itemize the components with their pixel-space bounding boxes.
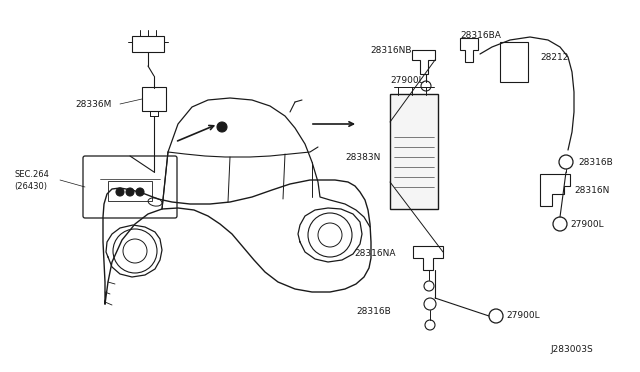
Text: 28316NA: 28316NA (354, 250, 396, 259)
Bar (500, 42, 528, 82)
Text: 28316N: 28316N (574, 186, 609, 195)
Bar (390, 94, 438, 209)
Bar (108, 181, 152, 201)
Text: 28383N: 28383N (345, 153, 380, 161)
Text: 28212: 28212 (540, 52, 568, 61)
Text: 28316B: 28316B (356, 308, 391, 317)
Text: 27900L: 27900L (570, 219, 604, 228)
Text: 28316B: 28316B (578, 157, 612, 167)
Text: J283003S: J283003S (550, 346, 593, 355)
Text: 28316BA: 28316BA (460, 31, 501, 39)
Text: (26430): (26430) (14, 182, 47, 190)
Circle shape (136, 188, 144, 196)
Text: 28336M: 28336M (75, 99, 111, 109)
Circle shape (126, 188, 134, 196)
Bar (132, 36, 164, 52)
Bar (142, 87, 166, 111)
Text: 28316NB: 28316NB (370, 45, 412, 55)
Text: 27900L: 27900L (390, 76, 424, 84)
Circle shape (217, 122, 227, 132)
Circle shape (116, 188, 124, 196)
Text: 27900L: 27900L (506, 311, 540, 321)
Text: SEC.264: SEC.264 (14, 170, 49, 179)
